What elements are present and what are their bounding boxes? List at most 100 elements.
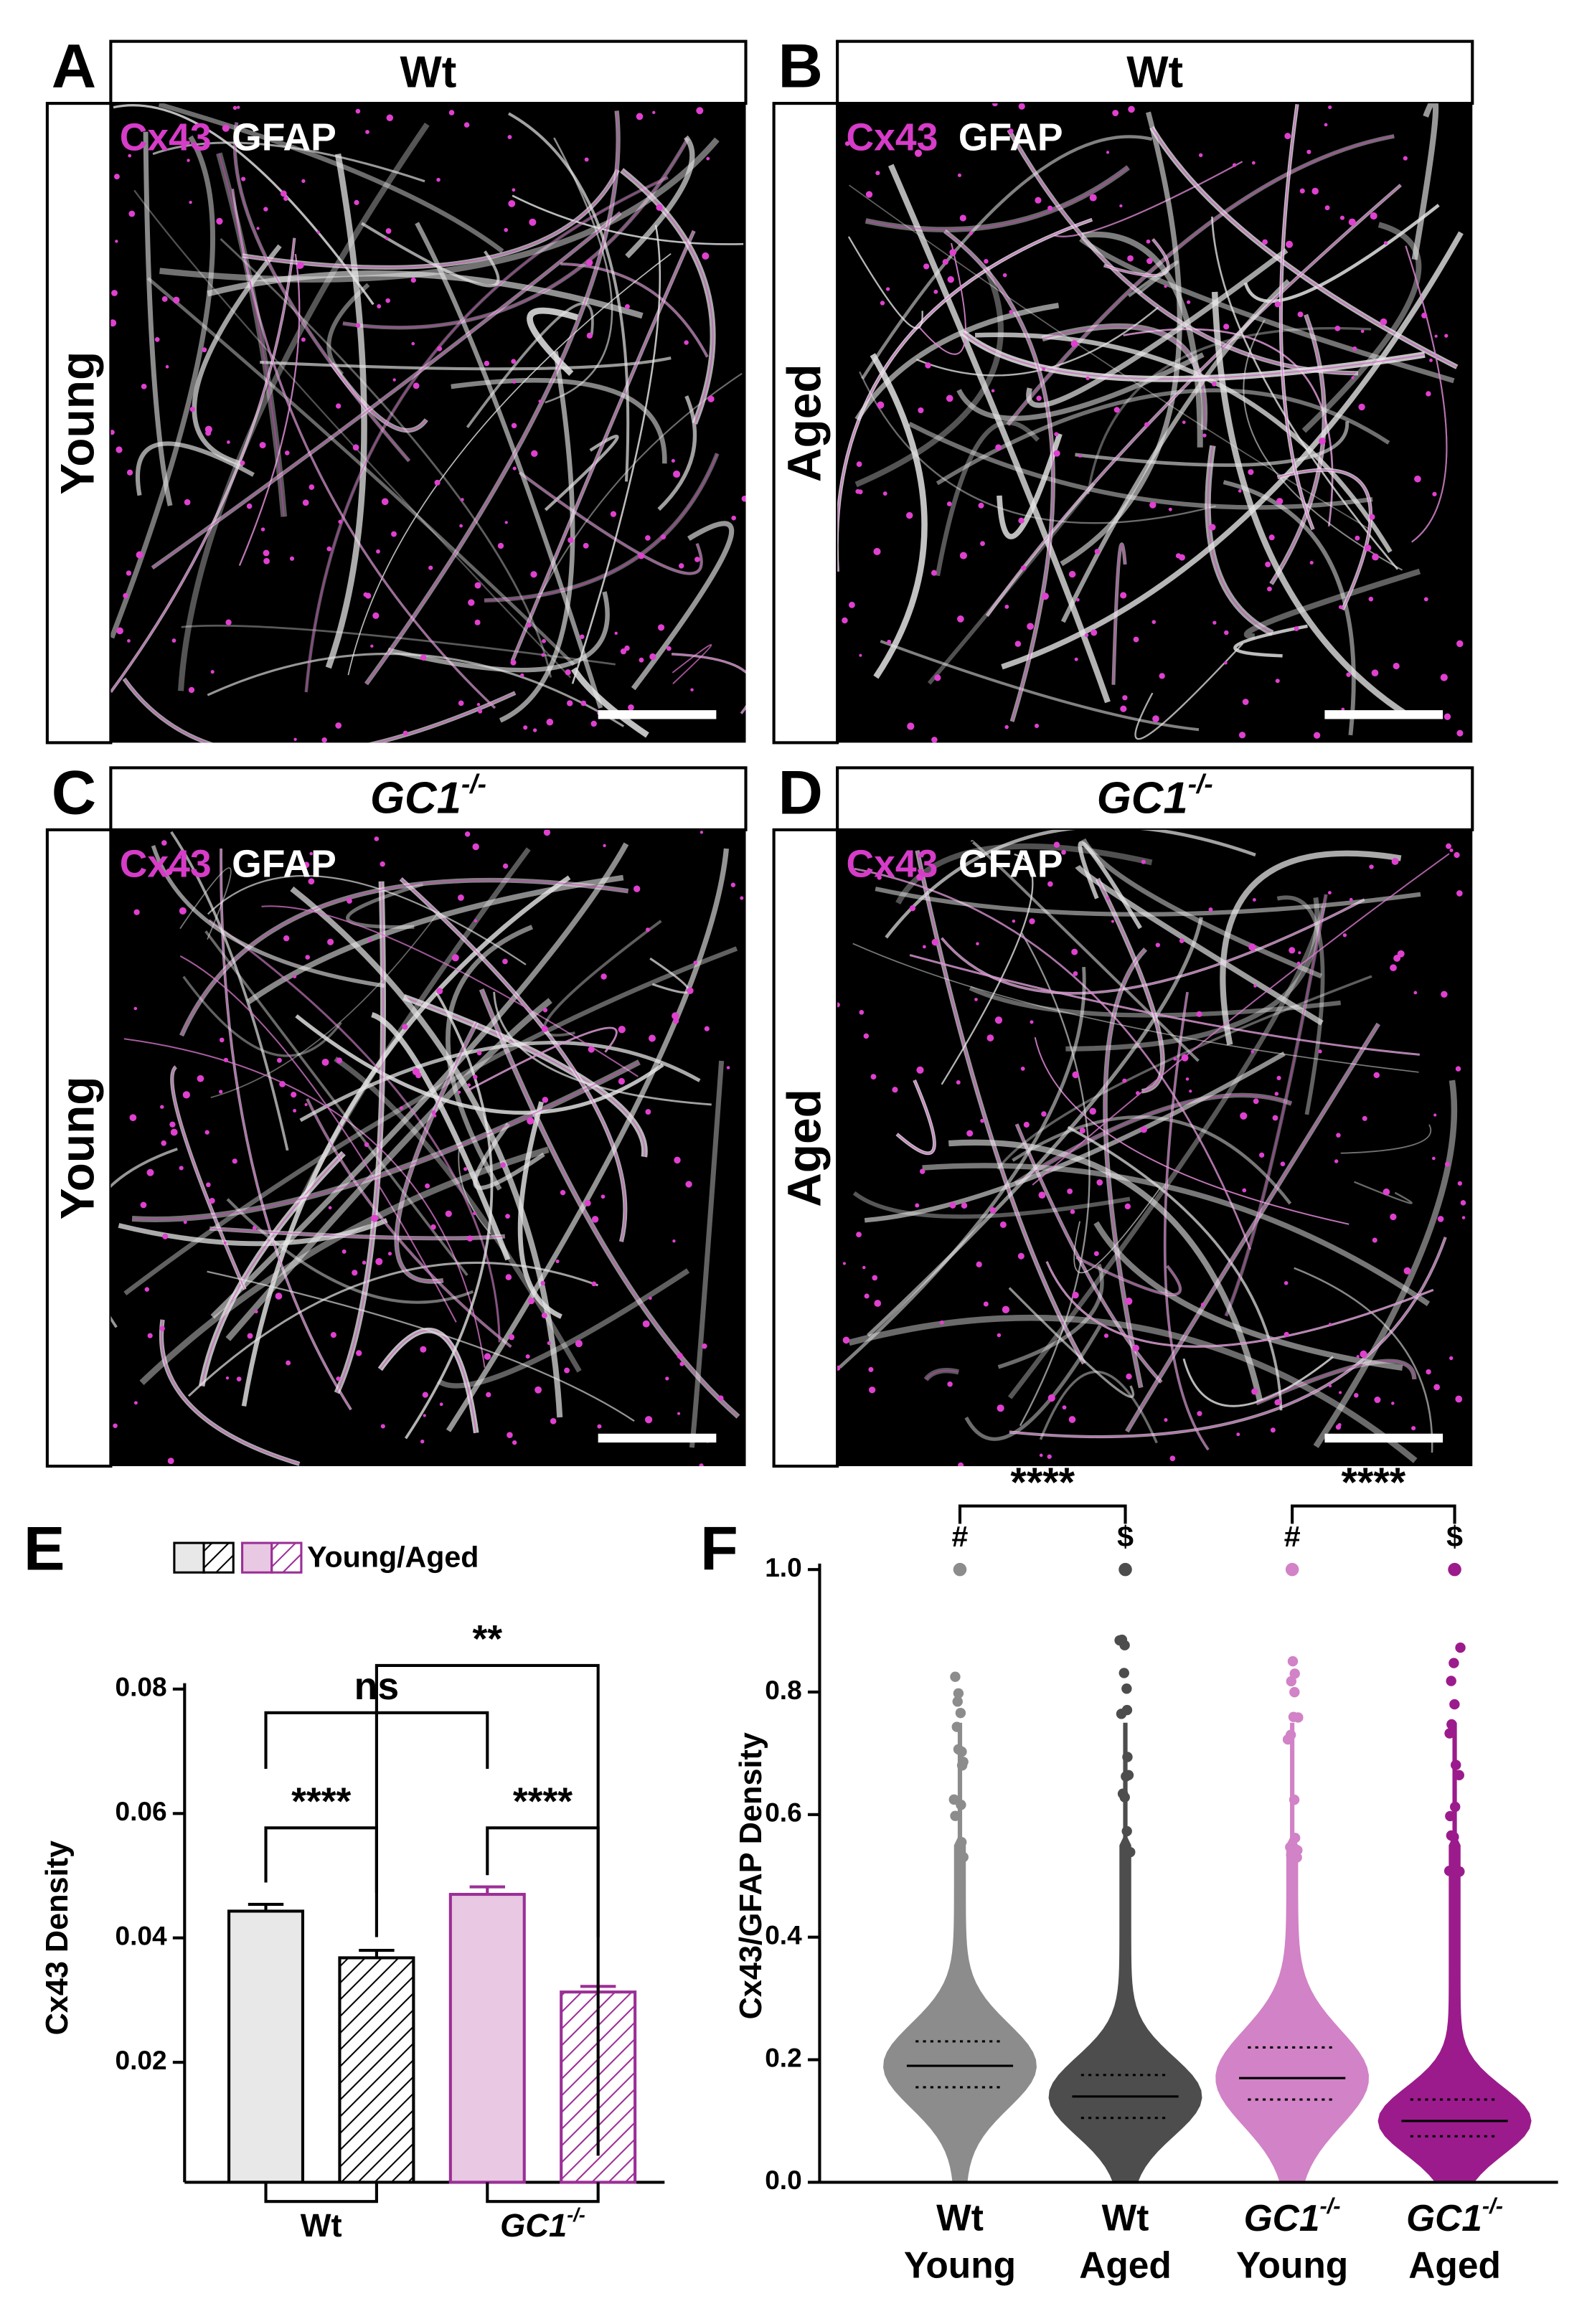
fiber — [1233, 624, 1308, 658]
cx43-puncta — [693, 960, 698, 965]
cx43-puncta — [1250, 1049, 1255, 1054]
cx43-puncta — [567, 537, 574, 544]
cx43-puncta — [1380, 318, 1388, 326]
fiber — [220, 238, 552, 678]
cx43-puncta — [678, 563, 684, 569]
cx43-puncta — [110, 319, 117, 327]
cx43-puncta — [1179, 938, 1184, 943]
fiber — [499, 351, 575, 723]
cx43-puncta — [1128, 105, 1135, 113]
swarm-dot — [953, 1688, 964, 1699]
cx43-puncta — [1369, 864, 1374, 869]
cx43-puncta — [585, 259, 593, 266]
fiber — [458, 1149, 491, 1235]
cx43-puncta — [154, 337, 160, 342]
cx43-puncta — [575, 1340, 583, 1348]
cx43-puncta — [256, 227, 260, 230]
cx43-puncta — [1021, 565, 1027, 571]
cx43-puncta — [420, 1346, 427, 1353]
cx43-puncta — [336, 1376, 341, 1381]
cx43-puncta — [1383, 1188, 1390, 1196]
cx43-puncta — [1168, 507, 1172, 511]
cx43-puncta — [241, 176, 246, 181]
cx43-puncta — [1262, 239, 1268, 245]
fiber — [1075, 421, 1350, 467]
group-label-base: GC1 — [500, 2207, 567, 2244]
cx43-puncta — [672, 1012, 679, 1020]
fiber-cx43 — [865, 166, 1129, 231]
cx43-puncta — [1374, 1397, 1381, 1404]
cx43-puncta — [1164, 1417, 1168, 1422]
marker-symbol: # — [1284, 1520, 1301, 1553]
bar — [338, 1956, 415, 2184]
cx43-puncta — [422, 1392, 428, 1398]
cx43-puncta — [918, 407, 924, 414]
cx43-puncta — [368, 938, 372, 943]
column-title: GC1-/- — [370, 768, 486, 823]
fiber-cx43 — [484, 453, 718, 602]
fiber-cx43 — [986, 184, 1402, 617]
cx43-puncta — [210, 670, 215, 674]
cx43-puncta — [365, 130, 369, 134]
cx43-puncta — [538, 400, 542, 403]
swarm-dot — [1286, 1676, 1297, 1687]
cx43-puncta — [916, 874, 924, 881]
cx43-puncta — [1272, 1115, 1278, 1121]
cx43-puncta — [146, 1168, 154, 1176]
fiber-cx43 — [1008, 129, 1359, 374]
swarm-shape — [883, 1722, 1037, 2183]
significance-label: **** — [1341, 1460, 1405, 1506]
fiber — [936, 388, 1390, 486]
panel-letter: E — [24, 1514, 65, 1583]
y-tick-label: 0.4 — [765, 1919, 802, 1950]
cx43-puncta — [1298, 951, 1301, 955]
cx43-puncta — [1096, 1179, 1103, 1186]
fiber — [1075, 864, 1324, 1026]
cx43-puncta — [652, 110, 656, 115]
cx43-puncta — [511, 359, 517, 364]
cx43-puncta — [205, 430, 212, 436]
cx43-puncta — [947, 276, 954, 283]
column-title: Wt — [1126, 47, 1183, 97]
cx43-puncta — [837, 1002, 840, 1008]
fiber — [922, 1163, 1431, 1306]
cx43-puncta — [1338, 605, 1343, 610]
cx43-puncta — [1173, 1057, 1177, 1061]
cx43-puncta — [381, 498, 389, 506]
cx43-puncta — [252, 1225, 257, 1230]
cx43-puncta — [520, 673, 524, 677]
cx43-puncta — [1053, 841, 1060, 848]
cx43-puncta — [1209, 524, 1216, 531]
cx43-puncta — [1111, 920, 1115, 923]
fiber — [895, 843, 1153, 905]
swarm-dot — [951, 1721, 962, 1732]
cx43-puncta — [872, 1275, 878, 1281]
cx43-puncta — [113, 174, 120, 180]
cx43-puncta — [512, 379, 517, 384]
cx43-puncta — [1432, 491, 1437, 496]
swarm-shape — [1377, 1722, 1532, 2183]
fiber — [446, 848, 730, 1432]
cx43-puncta — [1328, 105, 1332, 110]
cx43-puncta — [842, 617, 848, 624]
cx43-puncta — [1383, 241, 1388, 245]
fiber-cx43 — [201, 1152, 344, 1387]
cx43-puncta — [478, 709, 483, 714]
fiber-cx43 — [1126, 1023, 1380, 1432]
swarm-dot — [1454, 1770, 1464, 1781]
cx43-puncta — [956, 1080, 961, 1085]
fiber — [226, 1198, 474, 1304]
fiber — [210, 911, 440, 1098]
x-category-label-base: GC1 — [1244, 2196, 1320, 2238]
cx43-puncta — [916, 1066, 924, 1074]
cx43-puncta — [1390, 1213, 1397, 1221]
cx43-puncta — [1152, 715, 1159, 722]
cx43-puncta — [160, 1105, 164, 1109]
cx43-puncta — [1091, 629, 1098, 636]
fiber — [1093, 1221, 1403, 1371]
fiber — [527, 307, 579, 377]
cx43-puncta — [586, 332, 593, 339]
legend-swatch — [202, 1541, 235, 1574]
cx43-puncta — [718, 1395, 724, 1401]
cx43-puncta — [439, 1402, 443, 1407]
